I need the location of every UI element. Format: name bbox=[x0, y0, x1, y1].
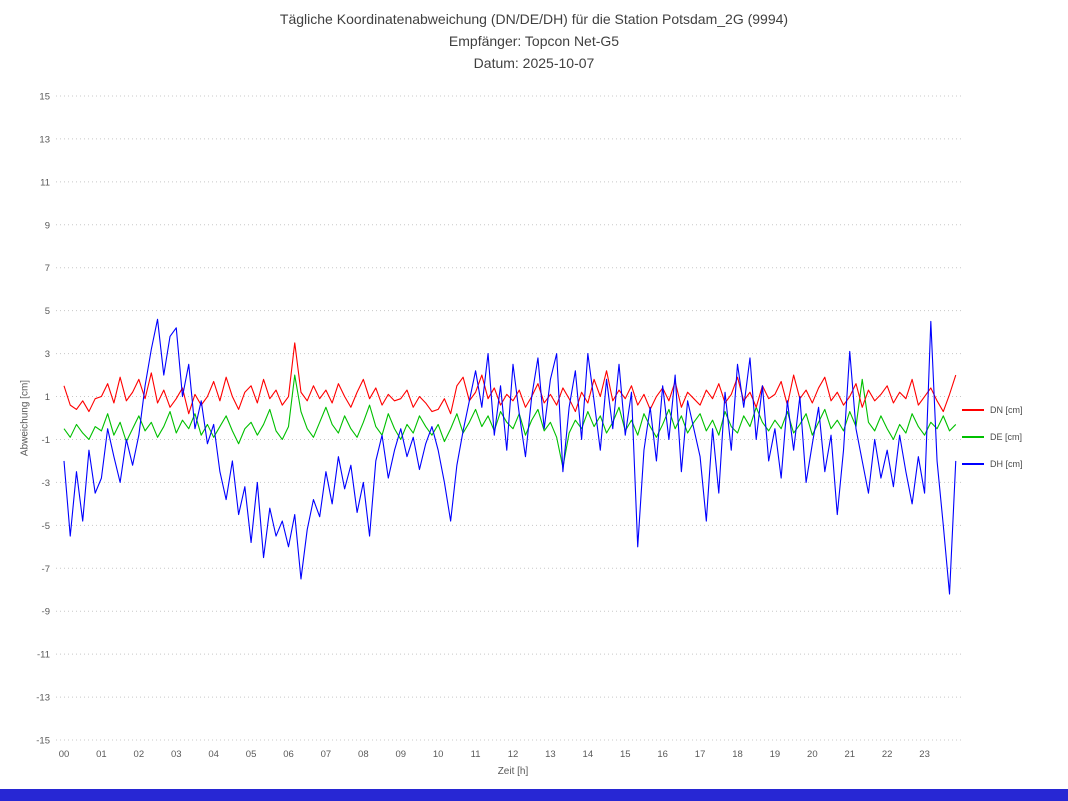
bottom-bar bbox=[0, 789, 1068, 801]
x-tick-label: 03 bbox=[171, 749, 182, 760]
y-tick-label: 3 bbox=[45, 349, 50, 360]
x-tick-label: 04 bbox=[208, 749, 219, 760]
legend-item-de: DE [cm] bbox=[962, 423, 1062, 450]
y-tick-label: 7 bbox=[45, 263, 50, 274]
de-line-swatch bbox=[962, 435, 984, 438]
y-tick-label: 5 bbox=[45, 306, 50, 317]
legend-item-dh: DH [cm] bbox=[962, 450, 1062, 477]
legend-label-dh: DH [cm] bbox=[990, 458, 1023, 469]
series-line-de bbox=[63, 374, 957, 468]
x-tick-label: 22 bbox=[882, 749, 893, 760]
x-tick-label: 11 bbox=[471, 749, 481, 760]
y-tick-label: -13 bbox=[36, 693, 50, 704]
y-tick-label: -3 bbox=[42, 478, 50, 489]
x-tick-label: 12 bbox=[508, 749, 519, 760]
chart-title-block: Tägliche Koordinatenabweichung (DN/DE/DH… bbox=[0, 8, 1068, 74]
y-tick-label: -15 bbox=[36, 736, 50, 747]
y-tick-label: -1 bbox=[42, 435, 50, 446]
x-tick-label: 14 bbox=[583, 749, 594, 760]
x-tick-label: 18 bbox=[732, 749, 743, 760]
legend-label-dn: DN [cm] bbox=[990, 404, 1023, 415]
series-line-dh bbox=[63, 318, 957, 595]
x-tick-label: 07 bbox=[321, 749, 332, 760]
chart-title: Tägliche Koordinatenabweichung (DN/DE/DH… bbox=[279, 11, 789, 27]
legend-item-dn: DN [cm] bbox=[962, 396, 1062, 423]
legend: DN [cm] DE [cm] DH [cm] bbox=[962, 396, 1062, 477]
x-tick-label: 23 bbox=[919, 749, 930, 760]
dn-line-swatch bbox=[962, 408, 984, 411]
y-tick-label: -5 bbox=[42, 521, 50, 532]
x-tick-label: 17 bbox=[695, 749, 706, 760]
y-tick-label: -11 bbox=[37, 650, 50, 661]
x-tick-label: 15 bbox=[620, 749, 631, 760]
y-tick-label: 13 bbox=[39, 134, 50, 145]
y-tick-label: 1 bbox=[45, 392, 50, 403]
chart-subtitle-date: Datum: 2025-10-07 bbox=[473, 55, 595, 71]
x-axis-label: Zeit [h] bbox=[497, 766, 529, 777]
y-tick-label: -7 bbox=[42, 564, 50, 575]
x-tick-label: 05 bbox=[246, 749, 257, 760]
y-tick-label: 15 bbox=[39, 92, 50, 103]
y-tick-label: -9 bbox=[42, 607, 50, 618]
y-tick-label: 9 bbox=[45, 220, 50, 231]
y-tick-label: 11 bbox=[40, 177, 50, 188]
dh-line-swatch bbox=[962, 462, 984, 465]
x-tick-label: 10 bbox=[433, 749, 444, 760]
legend-label-de: DE [cm] bbox=[990, 431, 1023, 442]
x-tick-label: 02 bbox=[134, 749, 145, 760]
series-line-dn bbox=[63, 342, 957, 415]
x-tick-label: 13 bbox=[545, 749, 556, 760]
x-tick-label: 21 bbox=[844, 749, 855, 760]
x-tick-label: 08 bbox=[358, 749, 369, 760]
x-tick-label: 00 bbox=[59, 749, 70, 760]
x-tick-label: 16 bbox=[657, 749, 668, 760]
x-tick-label: 19 bbox=[770, 749, 781, 760]
x-tick-label: 20 bbox=[807, 749, 818, 760]
x-tick-label: 09 bbox=[395, 749, 406, 760]
y-axis-label: Abweichung [cm] bbox=[19, 379, 31, 457]
x-tick-label: 06 bbox=[283, 749, 294, 760]
x-tick-label: 01 bbox=[96, 749, 107, 760]
chart-subtitle-receiver: Empfänger: Topcon Net-G5 bbox=[448, 33, 620, 49]
